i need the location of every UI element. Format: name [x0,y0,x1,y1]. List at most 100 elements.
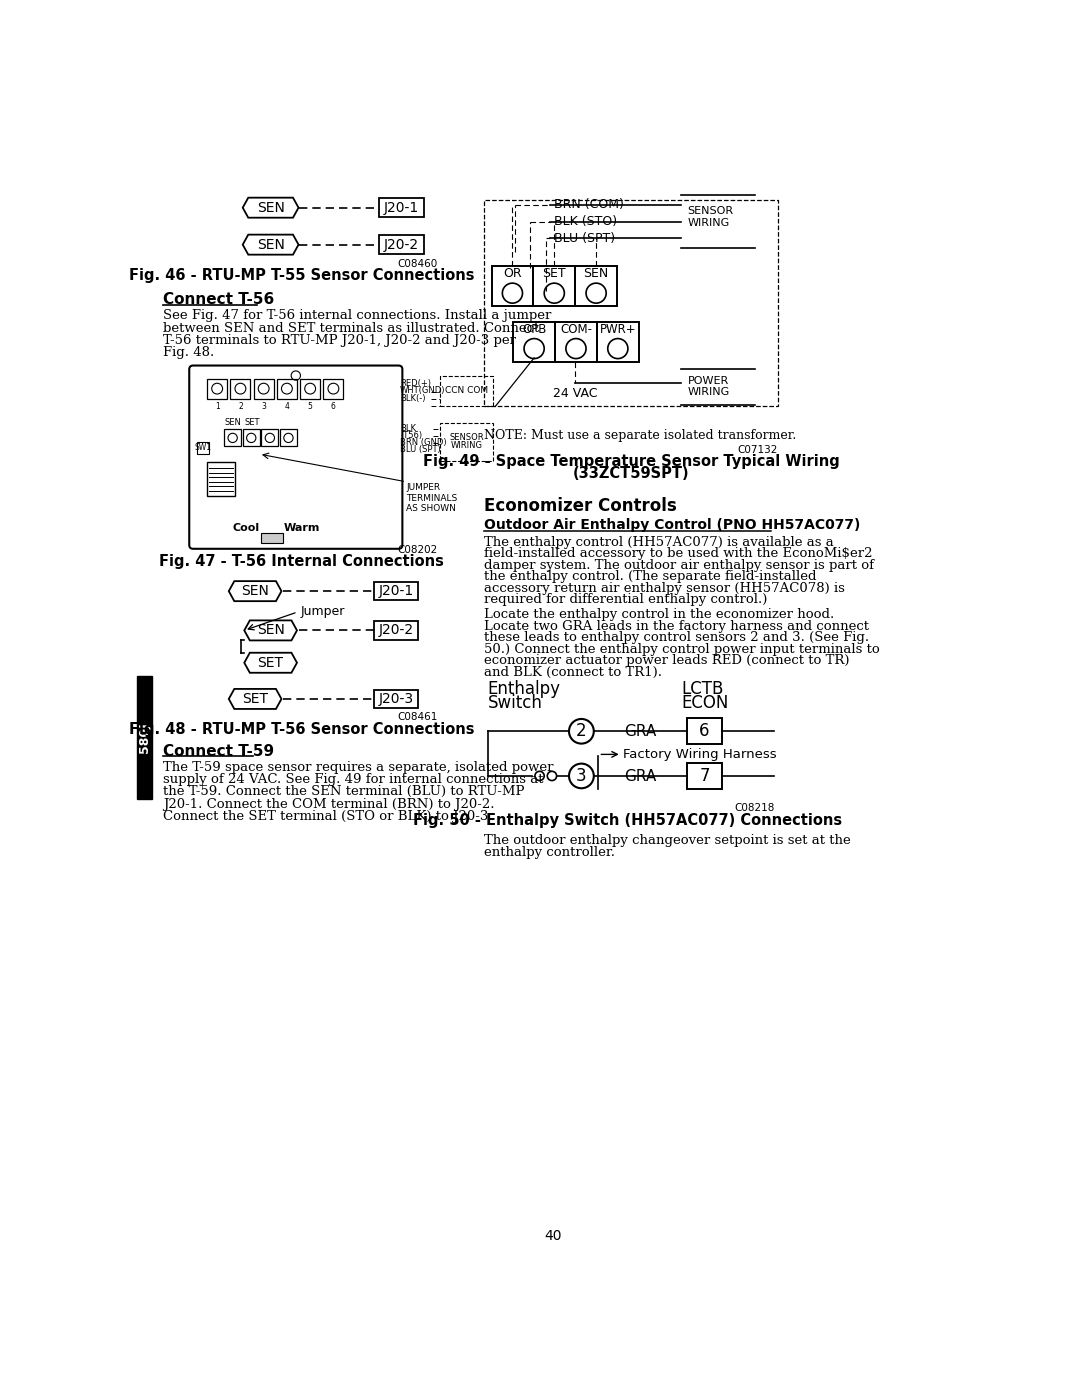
Text: PWR+: PWR+ [599,323,636,335]
Text: SW1: SW1 [194,443,212,453]
Text: 2: 2 [238,402,243,412]
Text: the T-59. Connect the SEN terminal (BLU) to RTU-MP: the T-59. Connect the SEN terminal (BLU)… [163,785,525,798]
Text: Cool: Cool [232,522,259,532]
Text: Locate the enthalpy control in the economizer hood.: Locate the enthalpy control in the econo… [484,608,834,622]
Text: damper system. The outdoor air enthalpy sensor is part of: damper system. The outdoor air enthalpy … [484,559,874,571]
Text: between SEN and SET terminals as illustrated. Connect: between SEN and SET terminals as illustr… [163,321,539,335]
Text: 24 VAC: 24 VAC [553,387,597,400]
Text: J20-1: J20-1 [379,584,414,598]
Text: BLU (SPT): BLU (SPT) [554,232,615,244]
Text: Factory Wiring Harness: Factory Wiring Harness [623,747,777,761]
Text: C08202: C08202 [397,545,437,555]
Text: Jumper: Jumper [301,605,346,619]
Text: GRA: GRA [624,768,657,784]
Text: Connect T-56: Connect T-56 [163,292,274,307]
Text: 40: 40 [544,1229,563,1243]
Text: GRA: GRA [624,724,657,739]
Text: Economizer Controls: Economizer Controls [484,497,676,515]
Text: SEN: SEN [583,267,609,281]
Text: Fig. 50 - Enthalpy Switch (HH57AC077) Connections: Fig. 50 - Enthalpy Switch (HH57AC077) Co… [413,813,841,828]
Text: Fig. 48 - RTU-MP T-56 Sensor Connections: Fig. 48 - RTU-MP T-56 Sensor Connections [129,722,474,738]
Text: field-installed accessory to be used with the EconoMi$er2: field-installed accessory to be used wit… [484,548,873,560]
Text: (T56): (T56) [400,432,422,440]
Text: 3: 3 [261,402,266,412]
Text: 6: 6 [700,722,710,740]
Text: Warm: Warm [283,522,320,532]
FancyBboxPatch shape [261,532,283,543]
Text: (33ZCT59SPT): (33ZCT59SPT) [572,467,689,482]
Text: WIRING: WIRING [688,387,730,398]
Text: SEN: SEN [257,623,284,637]
Text: WIRING: WIRING [450,441,483,450]
Text: See Fig. 47 for T-56 internal connections. Install a jumper: See Fig. 47 for T-56 internal connection… [163,309,551,323]
Text: SET: SET [258,655,284,669]
Text: C08461: C08461 [396,712,437,722]
Text: LCTB: LCTB [681,680,724,697]
Text: POWER: POWER [688,376,729,386]
Text: The outdoor enthalpy changeover setpoint is set at the: The outdoor enthalpy changeover setpoint… [484,834,851,847]
Text: J20-2: J20-2 [384,237,419,251]
Text: J20-1. Connect the COM terminal (BRN) to J20-2.: J20-1. Connect the COM terminal (BRN) to… [163,798,495,810]
Text: JUMPER
TERMINALS
AS SHOWN: JUMPER TERMINALS AS SHOWN [406,483,458,513]
Text: accessory return air enthalpy sensor (HH57AC078) is: accessory return air enthalpy sensor (HH… [484,583,845,595]
Text: SEN: SEN [225,418,242,427]
Text: SET: SET [242,692,268,705]
Text: The enthalpy control (HH57AC077) is available as a: The enthalpy control (HH57AC077) is avai… [484,535,834,549]
Text: Connect T-59: Connect T-59 [163,743,274,759]
Text: SEN: SEN [241,584,269,598]
Text: BRN (COM): BRN (COM) [554,198,623,211]
Text: 5: 5 [308,402,312,412]
Text: WHT(GND): WHT(GND) [400,387,446,395]
FancyBboxPatch shape [136,676,152,799]
Text: SEN: SEN [257,237,284,251]
Text: BLK: BLK [400,425,416,433]
Text: Locate two GRA leads in the factory harness and connect: Locate two GRA leads in the factory harn… [484,620,868,633]
Text: SEN: SEN [257,201,284,215]
Text: 4: 4 [284,402,289,412]
Text: supply of 24 VAC. See Fig. 49 for internal connections at: supply of 24 VAC. See Fig. 49 for intern… [163,773,543,787]
Text: Fig. 47 - T-56 Internal Connections: Fig. 47 - T-56 Internal Connections [159,555,444,569]
Text: C07132: C07132 [738,444,779,455]
Text: BRN (GND): BRN (GND) [400,439,447,447]
Text: and BLK (connect to TR1).: and BLK (connect to TR1). [484,666,662,679]
Text: J20-1: J20-1 [384,201,419,215]
Text: 6: 6 [330,402,336,412]
Text: OPB: OPB [522,323,546,335]
Text: C08460: C08460 [397,258,437,268]
Text: J20-2: J20-2 [379,623,414,637]
Text: BLU (SPT): BLU (SPT) [400,446,441,454]
Text: 50.) Connect the enthalpy control power input terminals to: 50.) Connect the enthalpy control power … [484,643,879,655]
Text: COM-: COM- [559,323,592,335]
Text: Fig. 49 - Space Temperature Sensor Typical Wiring: Fig. 49 - Space Temperature Sensor Typic… [422,454,839,469]
Text: WIRING: WIRING [688,218,730,228]
Text: 3: 3 [576,767,586,785]
Text: 1: 1 [215,402,219,412]
Text: SET: SET [542,267,566,281]
Text: NOTE: Must use a separate isolated transformer.: NOTE: Must use a separate isolated trans… [484,429,796,443]
Text: 580J: 580J [138,722,151,753]
Text: SENSOR: SENSOR [688,205,733,215]
Text: 7: 7 [700,767,710,785]
Text: Outdoor Air Enthalpy Control (PNO HH57AC077): Outdoor Air Enthalpy Control (PNO HH57AC… [484,518,860,532]
Text: ECON: ECON [681,693,729,711]
Text: 2: 2 [576,722,586,740]
Text: RED(+): RED(+) [400,379,431,388]
Text: Enthalpy: Enthalpy [488,680,561,697]
Text: economizer actuator power leads RED (connect to TR): economizer actuator power leads RED (con… [484,654,849,668]
Text: The T-59 space sensor requires a separate, isolated power: The T-59 space sensor requires a separat… [163,760,553,774]
Text: CCN COM: CCN COM [445,387,488,395]
Text: Fig. 48.: Fig. 48. [163,346,214,359]
Text: Connect the SET terminal (STO or BLK) to J20-3.: Connect the SET terminal (STO or BLK) to… [163,810,492,823]
Text: T-56 terminals to RTU-MP J20-1, J20-2 and J20-3 per: T-56 terminals to RTU-MP J20-1, J20-2 an… [163,334,516,346]
Text: Switch: Switch [488,693,542,711]
Text: J20-3: J20-3 [379,692,414,705]
Text: required for differential enthalpy control.): required for differential enthalpy contr… [484,594,767,606]
Text: BLK(-): BLK(-) [400,394,426,404]
Text: BLK (STO): BLK (STO) [554,215,617,228]
Text: OR: OR [503,267,522,281]
Text: these leads to enthalpy control sensors 2 and 3. (See Fig.: these leads to enthalpy control sensors … [484,631,869,644]
Text: enthalpy controller.: enthalpy controller. [484,847,615,859]
Text: Fig. 46 - RTU-MP T-55 Sensor Connections: Fig. 46 - RTU-MP T-55 Sensor Connections [129,268,474,282]
Text: SENSOR: SENSOR [449,433,484,443]
Text: C08218: C08218 [734,803,774,813]
